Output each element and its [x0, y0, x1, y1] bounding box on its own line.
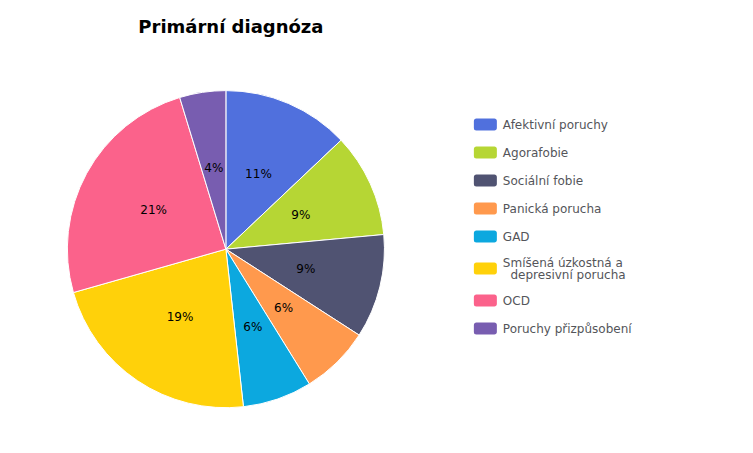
svg-text:Primární diagnóza: Primární diagnóza: [138, 16, 323, 37]
svg-text:Sociální fobie: Sociální fobie: [503, 174, 583, 188]
svg-text:21%: 21%: [140, 203, 167, 217]
svg-text:OCD: OCD: [503, 294, 530, 308]
svg-text:6%: 6%: [243, 320, 262, 334]
svg-text:depresivní porucha: depresivní porucha: [503, 268, 626, 282]
svg-text:Agorafobie: Agorafobie: [503, 146, 568, 160]
svg-text:GAD: GAD: [503, 230, 530, 244]
svg-text:Poruchy přizpůsobení: Poruchy přizpůsobení: [503, 322, 632, 336]
svg-text:6%: 6%: [274, 301, 293, 315]
svg-text:9%: 9%: [291, 208, 310, 222]
svg-text:Smíšená úzkostná a: Smíšená úzkostná a: [502, 255, 623, 270]
svg-text:Panická porucha: Panická porucha: [503, 202, 602, 216]
svg-text:Afektivní poruchy: Afektivní poruchy: [503, 118, 608, 132]
svg-text:11%: 11%: [245, 167, 272, 181]
svg-text:4%: 4%: [204, 161, 223, 175]
svg-text:19%: 19%: [167, 310, 194, 324]
svg-text:9%: 9%: [296, 262, 315, 276]
